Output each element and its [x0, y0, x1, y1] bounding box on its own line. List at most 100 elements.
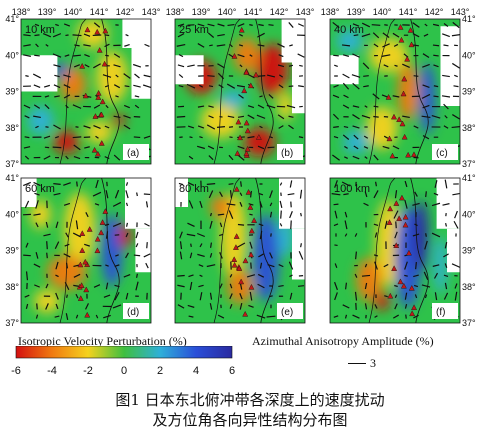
volcano-triangle-icon: [78, 282, 85, 288]
fast-direction-bar: [125, 252, 129, 259]
fast-direction-bar: [278, 284, 284, 288]
fast-direction-bar: [23, 181, 31, 187]
fast-direction-bar: [258, 223, 264, 227]
no-data-region: [122, 19, 151, 48]
fast-direction-bar: [104, 85, 110, 88]
panel-letter: (c): [436, 148, 448, 159]
map-panel-6: 100 km (f): [329, 177, 461, 324]
fast-direction-bar: [199, 274, 203, 277]
fast-direction-bar: [209, 292, 213, 300]
fast-direction-bar: [52, 146, 62, 149]
fast-direction-bar: [238, 33, 244, 37]
fast-direction-bar: [352, 53, 360, 58]
volcano-triangle-icon: [400, 90, 407, 97]
coastline: [59, 178, 87, 323]
volcano-triangle-icon: [408, 41, 415, 48]
volcano-triangle-icon: [79, 62, 86, 69]
fast-direction-bar: [227, 115, 235, 119]
volcano-markers: [79, 26, 109, 157]
fast-direction-bar: [45, 303, 49, 310]
volcano-triangle-icon: [245, 189, 252, 195]
anisotropy-bars: [331, 179, 460, 321]
panel-frame: [174, 18, 306, 165]
fast-direction-bar: [217, 63, 225, 69]
longitude-tick-label: 139°: [38, 7, 57, 17]
map-panel-2: 25 km (b): [174, 18, 306, 165]
no-data-region: [21, 55, 58, 92]
fast-direction-bar: [135, 281, 139, 291]
fast-direction-bar: [217, 213, 225, 216]
fast-direction-bar: [216, 44, 226, 47]
volcano-triangle-icon: [94, 247, 101, 254]
fast-direction-bar: [442, 33, 450, 38]
fast-direction-bar: [84, 243, 90, 247]
volcano-triangle-icon: [397, 278, 404, 285]
fast-direction-bar: [344, 314, 348, 319]
fast-direction-bar: [421, 115, 431, 119]
fast-direction-bar: [187, 182, 195, 186]
volcano-triangle-icon: [231, 53, 238, 59]
anomaly-patch: [86, 120, 112, 144]
anomaly-patch: [27, 106, 54, 135]
fast-direction-bar: [23, 254, 31, 257]
fast-direction-bar: [433, 85, 439, 88]
fast-direction-bar: [63, 74, 71, 78]
fast-direction-bar: [443, 44, 449, 47]
fast-direction-bar: [72, 34, 82, 37]
fast-direction-bar: [63, 202, 71, 206]
fast-direction-bar: [73, 273, 81, 278]
fast-direction-bar: [114, 264, 120, 267]
latitude-tick-label: 37°: [5, 159, 19, 169]
fast-direction-bar: [114, 284, 120, 288]
fast-direction-bar: [424, 240, 428, 250]
fast-direction-bar: [43, 155, 51, 160]
fast-direction-bar: [373, 43, 379, 48]
longitude-tick-label: 142°: [116, 7, 135, 17]
no-data-region: [281, 19, 305, 63]
fast-direction-bar: [197, 232, 205, 238]
fast-direction-bar: [42, 33, 52, 38]
volcano-markers: [386, 194, 417, 317]
fast-direction-bar: [454, 74, 458, 78]
fast-direction-bar: [198, 84, 204, 88]
anomaly-patch: [434, 236, 447, 294]
volcano-triangle-icon: [401, 75, 408, 82]
volcano-triangle-icon: [84, 311, 91, 318]
volcano-triangle-icon: [98, 229, 105, 236]
fast-direction-bar: [373, 190, 379, 199]
fast-direction-bar: [25, 242, 29, 248]
fast-direction-bar: [445, 223, 447, 227]
fast-direction-bar: [343, 193, 349, 196]
volcano-triangle-icon: [408, 284, 415, 291]
anomaly-patch: [343, 130, 369, 154]
fast-direction-bar: [23, 104, 31, 109]
volcano-triangle-icon: [101, 60, 108, 67]
fast-direction-bar: [423, 33, 429, 37]
fast-direction-bar: [199, 200, 203, 208]
panel-letter: (f): [436, 307, 445, 318]
fast-direction-bar: [353, 34, 359, 37]
fast-direction-bar: [277, 114, 285, 120]
fast-direction-bar: [443, 274, 449, 278]
fast-direction-bar: [373, 223, 379, 227]
volcano-triangle-icon: [411, 151, 417, 158]
panel-frame: [329, 177, 461, 324]
latitude-tick-label: 38°: [462, 282, 476, 292]
no-data-region: [175, 178, 188, 207]
fast-direction-bar: [55, 292, 59, 300]
fast-direction-bar: [424, 294, 428, 299]
anomaly-patch: [366, 106, 398, 150]
fast-direction-bar: [342, 73, 350, 79]
fast-direction-bar: [361, 114, 371, 119]
volcano-triangle-icon: [243, 150, 250, 156]
fast-direction-bar: [104, 223, 110, 226]
fast-direction-bar: [444, 241, 448, 249]
fast-direction-bar: [85, 303, 89, 310]
fast-direction-bar: [63, 84, 71, 89]
volcano-triangle-icon: [79, 247, 86, 253]
map-panel-4: 60 km (d): [20, 177, 152, 324]
fast-direction-bar: [186, 233, 196, 237]
fast-direction-bar: [34, 192, 40, 196]
longitude-tick-label: 140°: [64, 7, 83, 17]
fast-direction-bar: [431, 114, 441, 119]
